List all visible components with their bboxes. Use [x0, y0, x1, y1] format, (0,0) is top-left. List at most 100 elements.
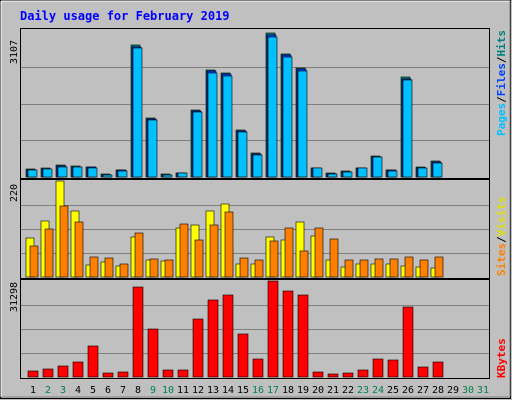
- bar-kbytes-day-7: [117, 371, 129, 378]
- bar-sites-day-27: [419, 259, 429, 278]
- legend-visits-sites: Sites/Visits: [495, 197, 508, 277]
- xtick-day-10: 10: [162, 385, 174, 396]
- bar-pages-day-6: [102, 174, 113, 178]
- bar-kbytes-day-4: [72, 361, 84, 378]
- legend-pages: Pages: [495, 103, 508, 136]
- xtick-day-22: 22: [342, 385, 354, 396]
- xtick-day-11: 11: [177, 385, 189, 396]
- xtick-day-3: 3: [60, 385, 66, 396]
- xtick-day-14: 14: [222, 385, 234, 396]
- bar-pages-day-16: [252, 154, 263, 178]
- ytick-visits-max: 220: [9, 184, 20, 202]
- bar-kbytes-day-25: [387, 359, 399, 378]
- bar-sites-day-22: [344, 259, 354, 278]
- xtick-day-2: 2: [45, 385, 51, 396]
- bar-sites-day-13: [209, 224, 219, 278]
- bar-kbytes-day-3: [57, 365, 69, 378]
- bar-kbytes-day-12: [192, 318, 204, 378]
- bar-pages-day-21: [327, 173, 338, 178]
- xtick-day-30: 30: [462, 385, 474, 396]
- bar-kbytes-day-6: [102, 372, 114, 378]
- chart-title: Daily usage for February 2019: [20, 9, 230, 23]
- bar-sites-day-2: [44, 228, 54, 278]
- bar-kbytes-day-14: [222, 294, 234, 378]
- bar-sites-day-1: [29, 245, 39, 278]
- xtick-day-1: 1: [30, 385, 36, 396]
- bar-kbytes-day-19: [297, 294, 309, 378]
- bar-sites-day-25: [389, 258, 399, 278]
- bar-pages-day-19: [297, 70, 308, 178]
- bar-pages-day-2: [42, 168, 53, 178]
- bar-pages-day-20: [312, 167, 323, 178]
- bar-kbytes-day-18: [282, 290, 294, 378]
- bar-sites-day-21: [329, 238, 339, 278]
- bar-pages-day-18: [282, 56, 293, 178]
- bar-pages-day-26: [402, 79, 413, 178]
- bar-kbytes-day-2: [42, 368, 54, 378]
- bars-layer: [21, 32, 489, 378]
- bar-pages-day-22: [342, 171, 353, 178]
- legend-hits-files-pages: Pages/Files/Hits: [495, 30, 508, 136]
- ytick-hits-max: 3107: [9, 40, 20, 64]
- bar-kbytes-day-24: [372, 358, 384, 378]
- bar-pages-day-11: [177, 172, 188, 178]
- legend-sep-3: /: [495, 236, 508, 243]
- xtick-day-19: 19: [297, 385, 309, 396]
- bar-sites-day-5: [89, 256, 99, 278]
- bar-sites-day-19: [299, 250, 309, 278]
- bar-sites-day-16: [254, 259, 264, 278]
- ytick-kbytes-max: 31298: [9, 282, 20, 312]
- bar-pages-day-27: [417, 167, 428, 178]
- bar-kbytes-day-9: [147, 328, 159, 378]
- xtick-day-12: 12: [192, 385, 204, 396]
- bar-kbytes-day-5: [87, 345, 99, 378]
- bar-sites-day-24: [374, 258, 384, 278]
- xtick-day-13: 13: [207, 385, 219, 396]
- legend-hits: Hits: [495, 30, 508, 57]
- xtick-day-24: 24: [372, 385, 384, 396]
- bar-pages-day-24: [372, 156, 383, 178]
- bar-pages-day-14: [222, 75, 233, 178]
- bar-kbytes-day-1: [27, 370, 39, 378]
- legend-files: Files: [495, 63, 508, 96]
- bar-pages-day-10: [162, 174, 173, 178]
- bar-pages-day-8: [132, 47, 143, 178]
- xtick-day-16: 16: [252, 385, 264, 396]
- bar-kbytes-day-17: [267, 280, 279, 378]
- bar-pages-day-1: [27, 169, 38, 178]
- xtick-day-21: 21: [327, 385, 339, 396]
- bar-kbytes-day-8: [132, 286, 144, 378]
- xtick-day-7: 7: [120, 385, 126, 396]
- legend-sep-1: /: [495, 96, 508, 103]
- xtick-day-4: 4: [75, 385, 81, 396]
- bar-pages-day-17: [267, 36, 278, 178]
- bar-sites-day-14: [224, 211, 234, 278]
- bar-pages-day-23: [357, 167, 368, 178]
- bar-sites-day-6: [104, 257, 114, 278]
- bar-sites-day-18: [284, 227, 294, 278]
- bar-kbytes-day-21: [327, 373, 339, 378]
- bar-sites-day-12: [194, 239, 204, 278]
- bar-pages-day-3: [57, 166, 68, 178]
- bar-sites-day-23: [359, 259, 369, 278]
- bar-sites-day-15: [239, 257, 249, 278]
- bar-pages-day-9: [147, 119, 158, 178]
- bar-pages-day-13: [207, 72, 218, 178]
- bar-kbytes-day-15: [237, 333, 249, 378]
- xtick-day-31: 31: [477, 385, 489, 396]
- xtick-day-26: 26: [402, 385, 414, 396]
- xtick-day-20: 20: [312, 385, 324, 396]
- bar-pages-day-15: [237, 131, 248, 178]
- xtick-day-27: 27: [417, 385, 429, 396]
- bar-sites-day-8: [134, 232, 144, 278]
- legend-sep-2: /: [495, 56, 508, 63]
- bar-sites-day-9: [149, 258, 159, 278]
- bar-sites-day-4: [74, 221, 84, 278]
- xtick-day-15: 15: [237, 385, 249, 396]
- bar-pages-day-25: [387, 170, 398, 178]
- bar-kbytes-day-13: [207, 299, 219, 378]
- bar-pages-day-28: [432, 162, 443, 178]
- x-axis-labels: 1 2 3 4 5 6 7 8 9 10 11 12 13 14 15 16 17 18 19 20 21 22 23 24 2…: [30, 385, 489, 396]
- xtick-day-6: 6: [105, 385, 111, 396]
- legend-visits: Visits: [495, 197, 508, 237]
